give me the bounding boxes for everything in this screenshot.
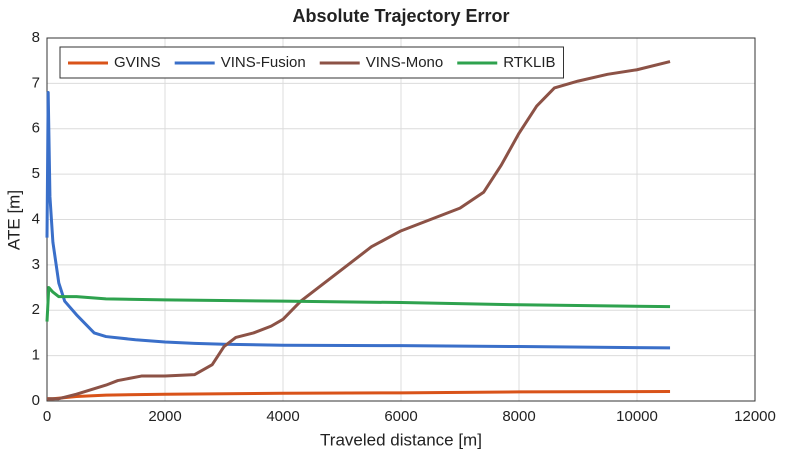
- x-tick-label: 6000: [384, 408, 417, 425]
- y-tick-label: 3: [32, 256, 40, 273]
- legend-label: VINS-Mono: [366, 54, 444, 71]
- x-axis-label: Traveled distance [m]: [320, 430, 482, 449]
- x-tick-label: 10000: [616, 408, 658, 425]
- legend-label: GVINS: [114, 54, 161, 71]
- y-tick-label: 0: [32, 392, 40, 409]
- y-tick-label: 8: [32, 29, 40, 46]
- x-tick-label: 8000: [502, 408, 535, 425]
- data-line: [47, 60, 671, 401]
- y-tick-label: 7: [32, 74, 40, 91]
- legend-label: RTKLIB: [503, 54, 555, 71]
- y-tick-label: 2: [32, 301, 40, 318]
- data-line: [45, 90, 671, 350]
- y-tick-label: 4: [32, 210, 40, 227]
- y-tick-label: 6: [32, 120, 40, 137]
- x-tick-label: 0: [43, 408, 51, 425]
- legend-label: VINS-Fusion: [221, 54, 306, 71]
- chart-title: Absolute Trajectory Error: [292, 6, 509, 26]
- y-tick-label: 1: [32, 347, 40, 364]
- x-tick-label: 12000: [734, 408, 776, 425]
- x-tick-label: 4000: [266, 408, 299, 425]
- data-line: [45, 286, 671, 322]
- x-tick-label: 2000: [148, 408, 181, 425]
- y-axis-label: ATE [m]: [4, 190, 23, 250]
- y-tick-label: 5: [32, 165, 40, 182]
